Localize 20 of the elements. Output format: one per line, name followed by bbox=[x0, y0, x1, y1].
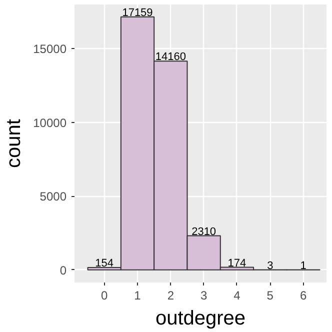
y-axis-title: count bbox=[3, 118, 26, 168]
y-tick-label: 15000 bbox=[33, 42, 67, 56]
x-tick-label: 2 bbox=[167, 288, 174, 302]
data-label: 1 bbox=[300, 260, 306, 272]
x-tick-label: 3 bbox=[200, 288, 208, 302]
data-label: 154 bbox=[95, 258, 114, 270]
x-axis-title: outdegree bbox=[155, 308, 246, 330]
y-tick-label: 0 bbox=[60, 263, 67, 278]
y-tick-label: 10000 bbox=[33, 116, 67, 130]
data-label: 17159 bbox=[122, 6, 153, 19]
x-tick-label: 4 bbox=[234, 288, 241, 302]
x-tick-label: 0 bbox=[101, 288, 108, 302]
data-label: 2310 bbox=[192, 226, 216, 238]
data-label: 14160 bbox=[155, 51, 186, 64]
x-tick-label: 6 bbox=[300, 288, 307, 302]
data-label: 3 bbox=[267, 260, 274, 272]
x-tick-label: 5 bbox=[266, 288, 274, 302]
data-label: 174 bbox=[228, 257, 246, 270]
x-tick-label: 1 bbox=[134, 288, 142, 302]
y-tick-label: 5000 bbox=[40, 190, 67, 204]
